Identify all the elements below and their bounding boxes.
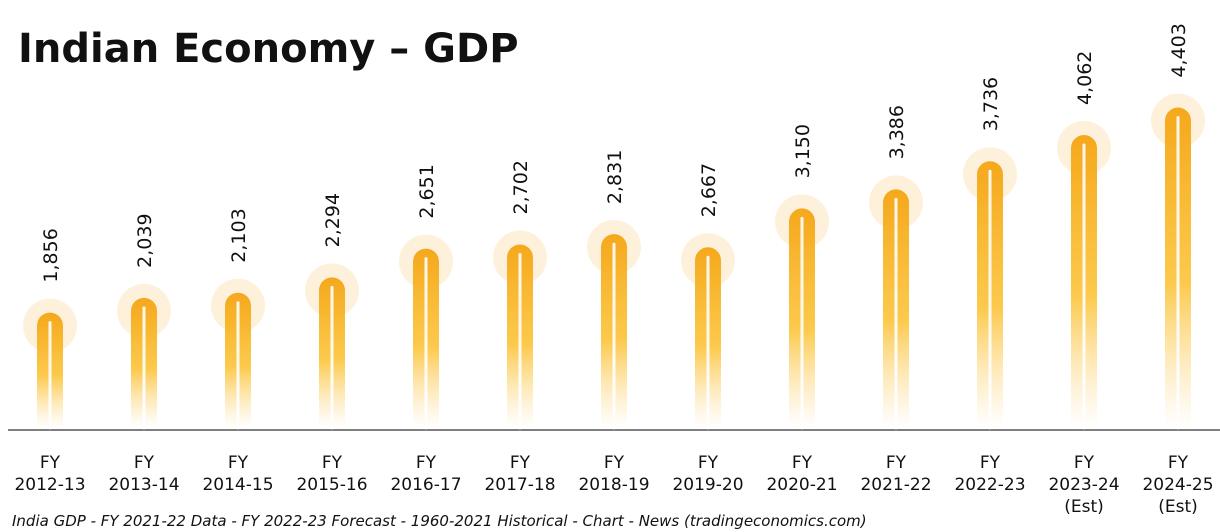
chart-title: Indian Economy – GDP [18,26,519,72]
value-label: 2,667 [698,163,720,217]
value-label: 2,103 [228,208,250,262]
value-label: 2,039 [134,213,156,267]
x-tick-label: FY 2020-21 [766,453,837,495]
x-tick-label: FY 2018-19 [578,453,649,495]
x-tick-label: FY 2014-15 [202,453,273,495]
value-label: 4,062 [1074,51,1096,105]
x-tick-label: FY 2023-24 (Est) [1048,453,1119,517]
value-label: 3,386 [886,105,908,159]
x-tick-label: FY 2016-17 [390,453,461,495]
value-label: 1,856 [40,228,62,282]
source-note: India GDP - FY 2021-22 Data - FY 2022-23… [12,512,867,530]
x-tick-label: FY 2015-16 [296,453,367,495]
x-tick-label: FY 2019-20 [672,453,743,495]
x-tick-label: FY 2013-14 [108,453,179,495]
x-tick-label: FY 2024-25 (Est) [1142,453,1213,517]
x-tick-label: FY 2022-23 [954,453,1025,495]
value-label: 4,403 [1168,23,1190,77]
value-label: 3,736 [980,77,1002,131]
x-tick-label: FY 2021-22 [860,453,931,495]
value-label: 2,651 [416,164,438,218]
value-label: 2,702 [510,160,532,214]
value-label: 2,831 [604,150,626,204]
value-label: 3,150 [792,124,814,178]
value-label: 2,294 [322,193,344,247]
x-tick-label: FY 2017-18 [484,453,555,495]
x-tick-label: FY 2012-13 [14,453,85,495]
